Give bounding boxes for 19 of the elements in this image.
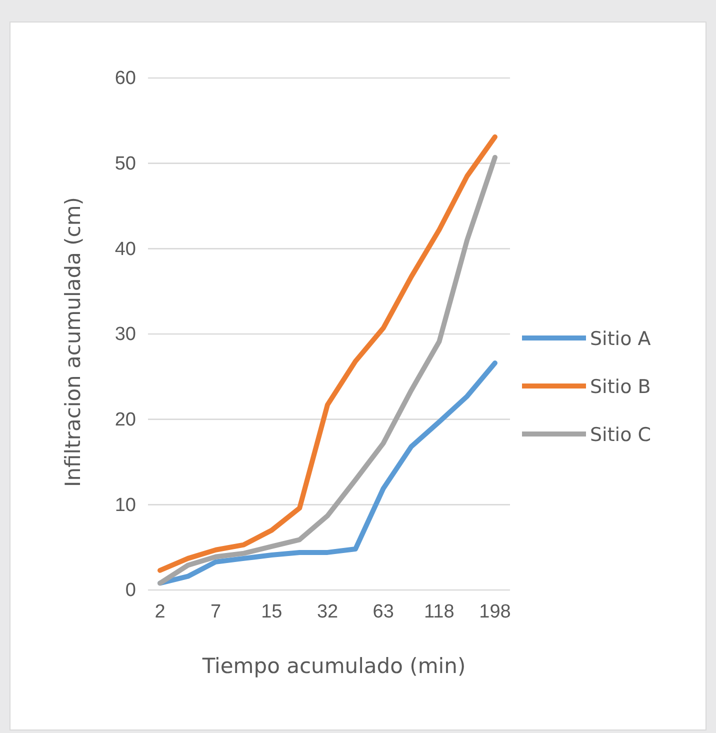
legend-label: Sitio B	[590, 376, 651, 398]
x-tick-label: 118	[424, 601, 454, 622]
y-tick-label: 30	[114, 324, 136, 346]
y-tick-label: 20	[114, 409, 136, 430]
x-tick-label: 15	[261, 601, 282, 622]
y-tick-label: 60	[114, 68, 136, 90]
legend-label: Sitio A	[590, 328, 651, 350]
y-tick-label: 40	[114, 238, 136, 260]
y-tick-label: 0	[125, 580, 136, 602]
x-tick-label: 2	[154, 601, 166, 622]
y-axis-title: Infiltracion acumulada (cm)	[61, 197, 85, 487]
x-tick-label: 7	[210, 601, 222, 622]
x-tick-label: 63	[372, 601, 394, 622]
x-tick-label: 32	[316, 601, 338, 622]
y-tick-label: 10	[114, 494, 136, 516]
x-tick-label: 198	[479, 601, 511, 622]
y-tick-label: 50	[114, 153, 136, 174]
x-axis-title: Tiempo acumulado (min)	[201, 654, 466, 678]
legend-label: Sitio C	[590, 424, 651, 446]
